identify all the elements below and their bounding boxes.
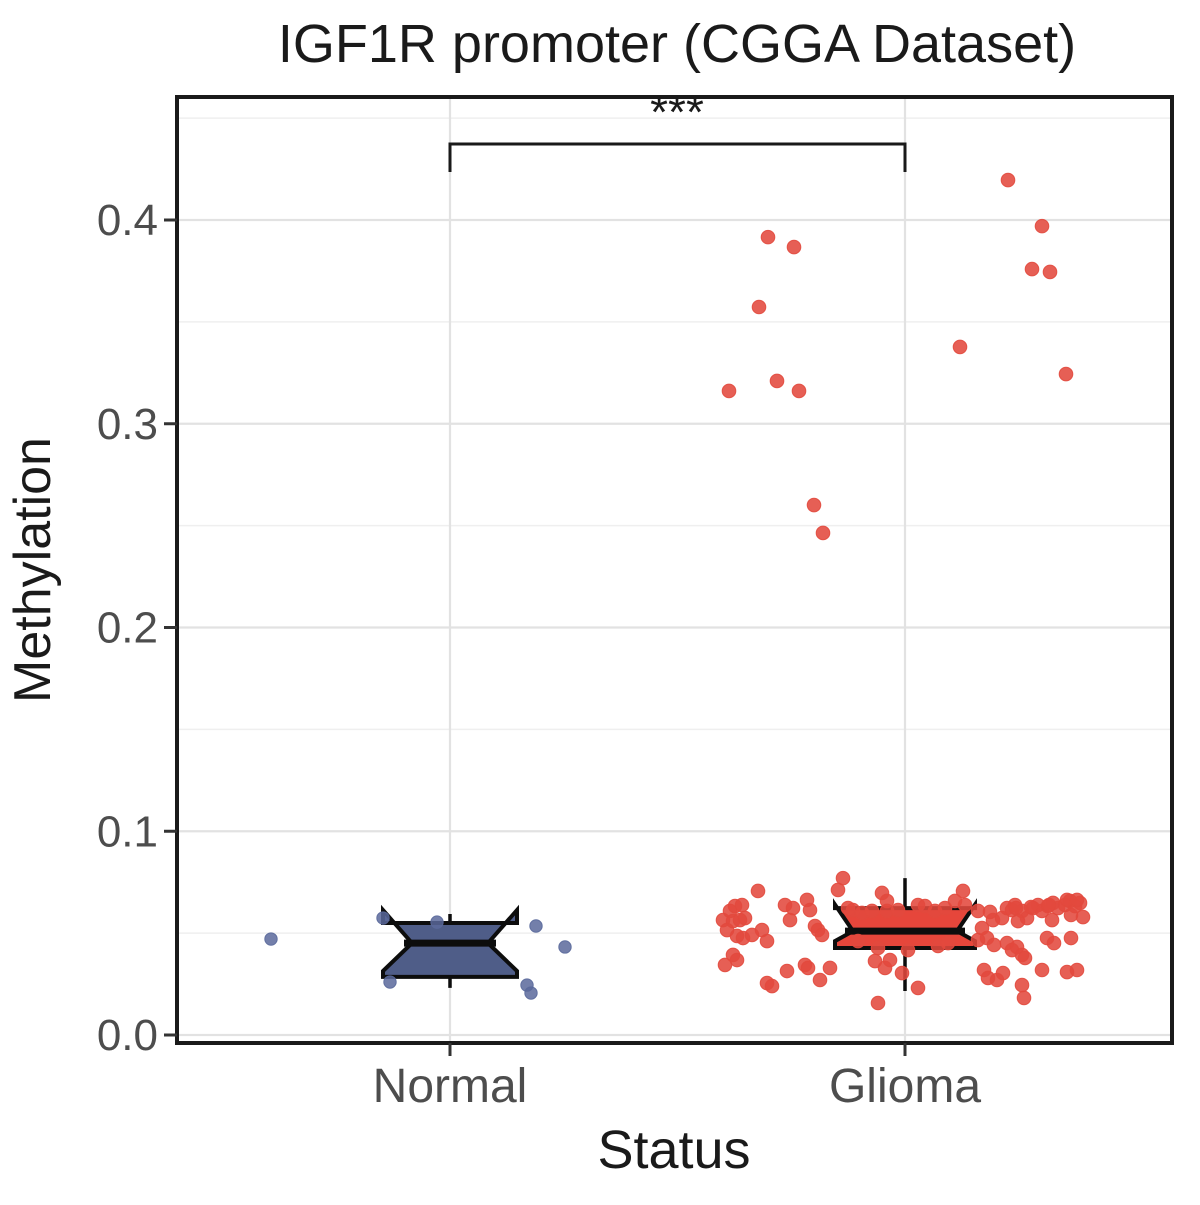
data-point-glioma xyxy=(802,902,818,918)
data-point-glioma xyxy=(769,373,785,389)
data-point-glioma xyxy=(1000,172,1016,188)
data-point-glioma xyxy=(957,897,973,913)
data-point-glioma xyxy=(800,960,816,976)
data-point-glioma xyxy=(970,932,986,948)
x-axis-title: Status xyxy=(597,1120,750,1180)
data-point-glioma xyxy=(870,940,886,956)
data-point-glioma xyxy=(1023,899,1039,915)
data-point-glioma xyxy=(759,933,775,949)
data-point-glioma xyxy=(750,883,766,899)
data-point-normal xyxy=(524,986,538,1000)
data-point-normal xyxy=(430,915,444,929)
data-point-glioma xyxy=(806,497,822,513)
data-point-glioma xyxy=(882,952,898,968)
data-point-glioma xyxy=(1042,264,1058,280)
data-point-glioma xyxy=(734,897,750,913)
data-point-glioma xyxy=(1034,962,1050,978)
category-label-normal: Normal xyxy=(373,1060,528,1113)
data-point-glioma xyxy=(1069,962,1085,978)
y-tick-label: 0.4 xyxy=(97,196,158,245)
data-point-glioma xyxy=(1046,935,1062,951)
data-point-glioma xyxy=(729,952,745,968)
data-point-glioma xyxy=(764,978,780,994)
data-point-glioma xyxy=(1041,897,1057,913)
data-point-glioma xyxy=(1069,892,1085,908)
data-point-normal xyxy=(529,919,543,933)
data-point-glioma xyxy=(1044,912,1060,928)
data-point-glioma xyxy=(1014,977,1030,993)
data-point-glioma xyxy=(815,525,831,541)
data-point-glioma xyxy=(955,883,971,899)
data-point-glioma xyxy=(1010,913,1026,929)
panel-border xyxy=(175,95,1174,1045)
data-point-glioma xyxy=(910,980,926,996)
data-point-glioma xyxy=(940,935,956,951)
data-point-glioma xyxy=(1063,907,1079,923)
data-point-glioma xyxy=(900,942,916,958)
data-point-glioma xyxy=(870,995,886,1011)
chart-title: IGF1R promoter (CGGA Dataset) xyxy=(278,14,1076,74)
data-point-glioma xyxy=(1024,261,1040,277)
data-point-glioma xyxy=(1008,900,1024,916)
data-point-glioma xyxy=(1075,909,1091,925)
data-point-glioma xyxy=(812,972,828,988)
y-tick-label: 0.0 xyxy=(97,1011,158,1060)
gridlines xyxy=(177,97,1172,1043)
data-point-glioma xyxy=(952,339,968,355)
data-point-glioma xyxy=(970,903,986,919)
y-tick-label: 0.2 xyxy=(97,604,158,653)
data-point-glioma xyxy=(786,239,802,255)
data-layer xyxy=(264,172,1091,1011)
axes: 0.0 0.1 0.2 0.3 0.4 xyxy=(97,95,1174,1060)
data-point-glioma xyxy=(782,912,798,928)
data-point-glioma xyxy=(982,904,998,920)
significance-bracket xyxy=(448,142,907,172)
data-point-glioma xyxy=(779,963,795,979)
category-label-glioma: Glioma xyxy=(829,1060,981,1113)
significance-stars: *** xyxy=(650,86,704,138)
data-point-glioma xyxy=(785,900,801,916)
y-tick-label: 0.1 xyxy=(97,807,158,856)
data-point-glioma xyxy=(986,937,1002,953)
data-point-normal xyxy=(383,975,397,989)
data-point-glioma xyxy=(737,910,753,926)
data-point-glioma xyxy=(814,927,830,943)
data-point-glioma xyxy=(867,953,883,969)
data-point-glioma xyxy=(850,933,866,949)
data-point-glioma xyxy=(1063,930,1079,946)
data-point-glioma xyxy=(721,383,737,399)
data-point-glioma xyxy=(1017,950,1033,966)
data-point-glioma xyxy=(1058,366,1074,382)
data-point-glioma xyxy=(751,299,767,315)
data-point-normal xyxy=(558,940,572,954)
data-point-glioma xyxy=(1034,218,1050,234)
data-point-glioma xyxy=(894,965,910,981)
data-point-glioma xyxy=(1016,990,1032,1006)
data-point-glioma xyxy=(822,960,838,976)
data-point-normal xyxy=(264,932,278,946)
data-point-glioma xyxy=(791,383,807,399)
data-point-glioma xyxy=(864,903,880,919)
data-point-glioma xyxy=(890,902,906,918)
annotations xyxy=(448,142,907,172)
data-point-glioma xyxy=(760,229,776,245)
data-point-glioma xyxy=(995,965,1011,981)
y-tick-label: 0.3 xyxy=(97,400,158,449)
data-point-glioma xyxy=(830,882,846,898)
y-axis-title: Methylation xyxy=(4,437,62,703)
data-point-normal xyxy=(376,911,390,925)
data-point-glioma xyxy=(937,900,953,916)
